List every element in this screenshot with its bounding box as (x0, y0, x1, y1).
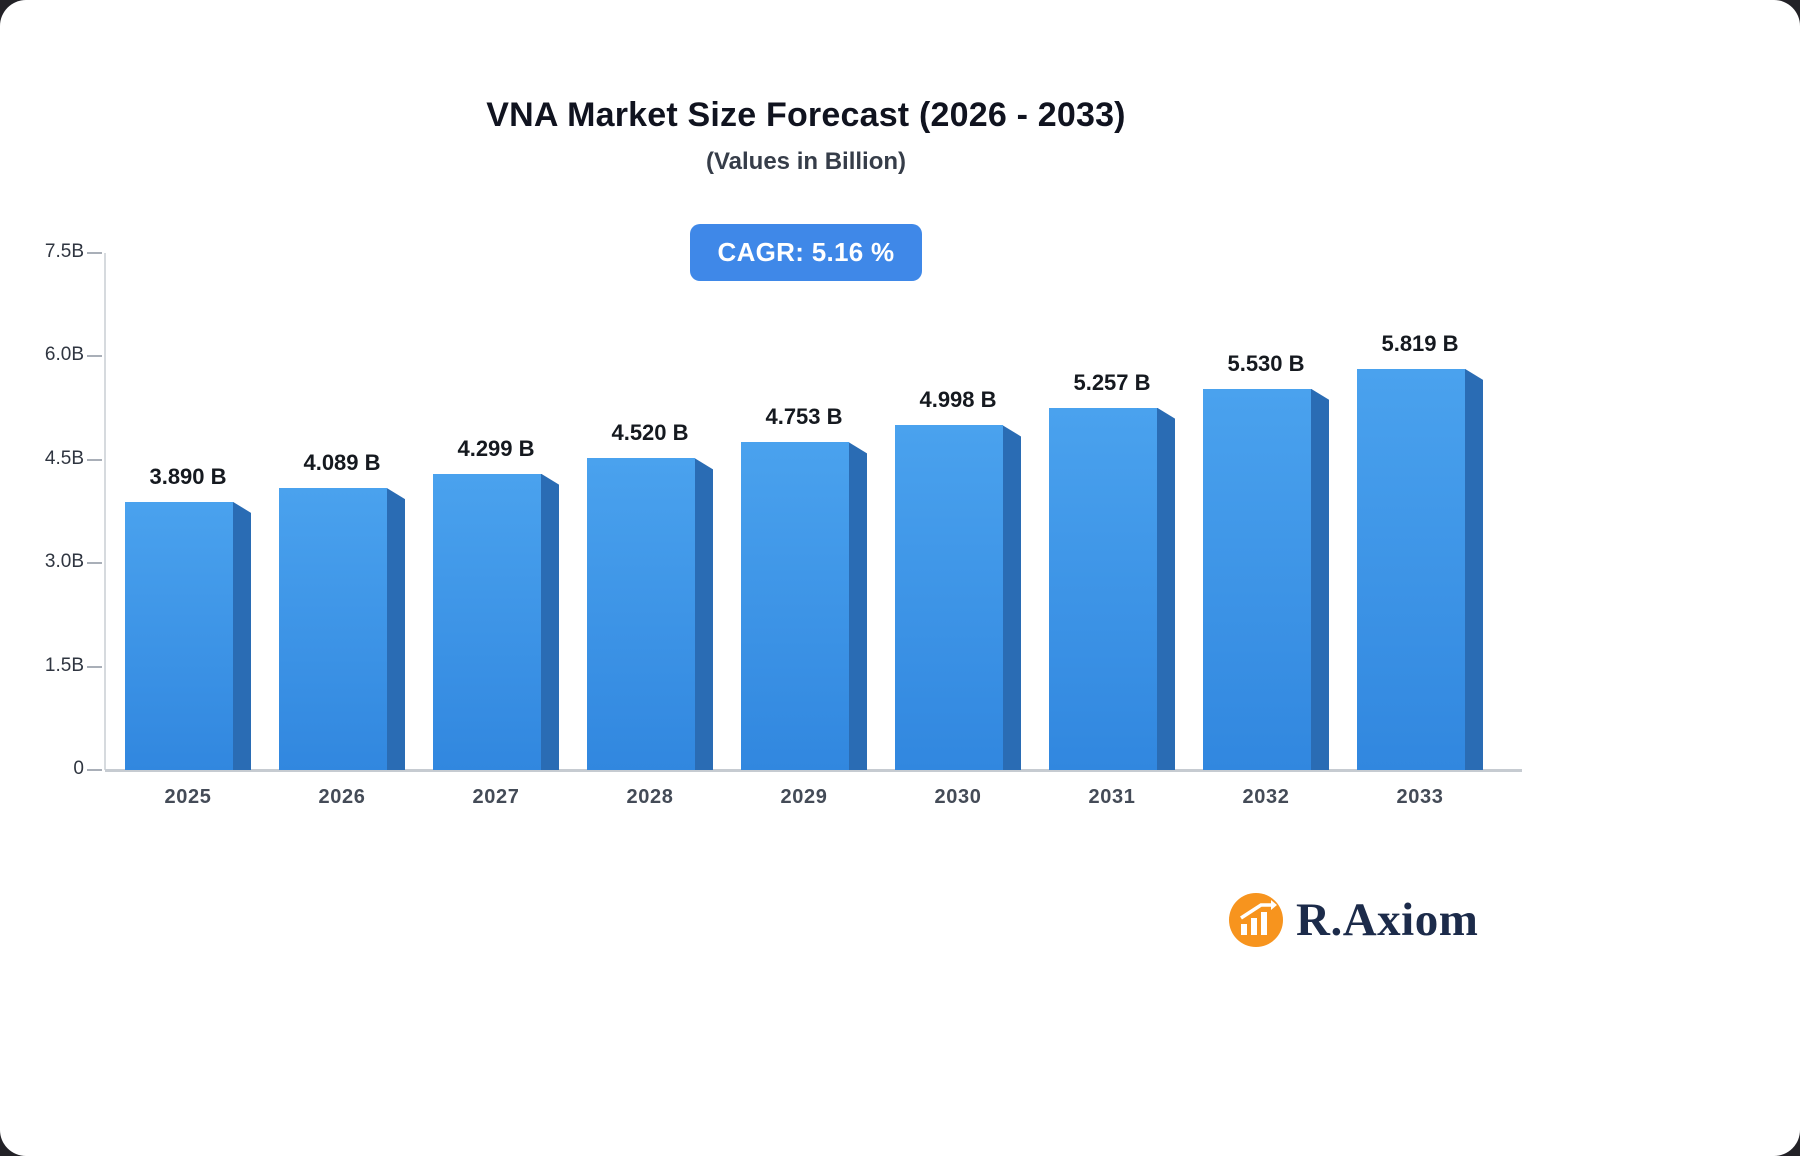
bar-value-label: 3.890 B (149, 463, 227, 489)
bar-side-2033 (1465, 368, 1483, 770)
bar-2026 (279, 488, 387, 770)
y-axis-line (104, 253, 106, 770)
bar-2032 (1203, 388, 1311, 770)
bar-side-2031 (1157, 407, 1175, 770)
bar-side-2030 (1003, 425, 1021, 770)
chart-growth-circle-icon (1229, 893, 1283, 947)
bar-2033 (1357, 368, 1465, 770)
x-tick-label: 2028 (626, 786, 674, 808)
x-tick-label: 2025 (164, 786, 212, 808)
bar-2028 (587, 458, 695, 770)
bar-2027 (433, 473, 541, 770)
cagr-badge: CAGR: 5.16 % (689, 224, 923, 281)
bar-2025 (125, 501, 233, 770)
x-tick-label: 2033 (1396, 786, 1444, 808)
bar-2029 (741, 442, 849, 770)
y-tick-label: 4.5B (44, 447, 84, 469)
y-tick-label: 7.5B (44, 241, 84, 262)
y-tick-dash (87, 458, 102, 461)
bar-side-2026 (387, 488, 405, 770)
brand-logo: R.Axiom (1228, 892, 1478, 948)
bar-value-label: 4.089 B (303, 450, 381, 476)
y-tick-label: 3.0B (44, 551, 84, 573)
x-tick-label: 2027 (472, 786, 520, 808)
bar-value-label: 4.998 B (919, 387, 997, 413)
bar-value-label: 4.753 B (765, 404, 843, 430)
bar-value-label: 4.299 B (457, 435, 535, 461)
y-tick-dash (87, 665, 102, 668)
chart-subtitle: (Values in Billion) (705, 148, 907, 175)
brand-name: R.Axiom (1296, 894, 1479, 946)
x-axis-baseline (105, 769, 1522, 772)
bar-side-2032 (1311, 388, 1329, 770)
x-tick-label: 2029 (780, 786, 828, 808)
y-tick-label: 6.0B (44, 344, 84, 366)
bar-2031 (1049, 407, 1157, 770)
y-tick-dash (87, 562, 102, 565)
bar-2030 (895, 425, 1003, 770)
y-tick-dash (87, 769, 102, 771)
x-tick-label: 2032 (1242, 786, 1290, 808)
chart-title: VNA Market Size Forecast (2026 - 2033) (486, 96, 1126, 134)
bar-value-label: 5.819 B (1381, 330, 1459, 356)
bar-value-label: 4.520 B (611, 420, 689, 446)
cagr-badge-wrap: CAGR: 5.16 % (0, 224, 1612, 281)
y-tick-dash (87, 355, 102, 358)
bar-value-label: 5.530 B (1227, 350, 1305, 376)
y-tick-dash (87, 252, 102, 254)
x-tick-label: 2031 (1088, 786, 1136, 808)
x-tick-label: 2026 (318, 786, 366, 808)
y-tick-label: 1.5B (44, 654, 84, 676)
bar-side-2028 (695, 458, 713, 770)
bar-value-label: 5.257 B (1073, 369, 1151, 395)
bar-side-2025 (233, 501, 251, 770)
x-tick-label: 2030 (934, 786, 982, 808)
y-tick-label: 0 (73, 758, 84, 779)
bar-side-2029 (849, 442, 867, 770)
bar-side-2027 (541, 473, 559, 770)
